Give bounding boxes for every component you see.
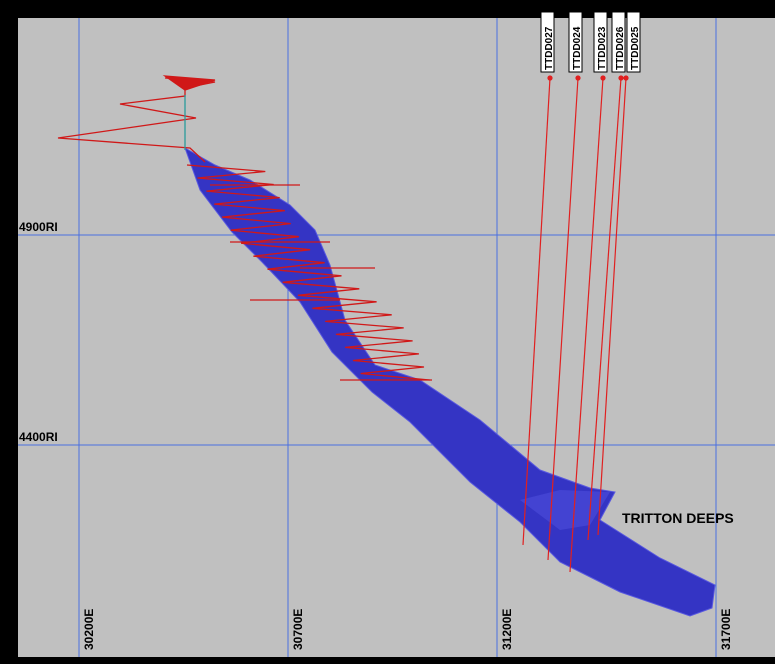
trace [186, 164, 430, 381]
drillhole [569, 77, 604, 573]
easting-label: 31700E [719, 609, 733, 650]
easting-label: 30200E [82, 609, 96, 650]
drillhole-label: TTDD024 [572, 26, 583, 70]
elevation-label: 4900RI [19, 220, 58, 234]
drillhole-label-box [593, 11, 608, 73]
collar [623, 75, 629, 81]
orebody-label: TRITTON DEEPS [622, 510, 734, 526]
grid [18, 18, 775, 657]
drillholes [522, 75, 629, 573]
drillhole-label-box [568, 11, 583, 73]
drillhole [547, 77, 579, 561]
drillhole-label-box [611, 11, 626, 73]
drillhole [587, 77, 622, 541]
drillhole-label: TTDD023 [597, 26, 608, 70]
drillhole-label-box [540, 11, 555, 73]
collar [618, 75, 624, 81]
drillhole-label: TTDD025 [630, 26, 641, 70]
collar [547, 75, 553, 81]
drillhole-label-box [626, 11, 641, 73]
collar [575, 75, 581, 81]
orebody-facet [520, 490, 610, 530]
drill-traces [57, 75, 432, 381]
drillhole [597, 77, 627, 536]
easting-label: 31200E [500, 609, 514, 650]
drillhole-label: TTDD026 [615, 26, 626, 70]
collar [600, 75, 606, 81]
easting-label: 30700E [291, 609, 305, 650]
elevation-label: 4400RI [19, 430, 58, 444]
drillhole-label: TTDD027 [544, 26, 555, 70]
trace-flag [162, 75, 216, 91]
drillhole [522, 77, 551, 546]
labels: TTDD027 TTDD024 TTDD023 TTDD026 TTDD025 4900R… [19, 11, 733, 650]
